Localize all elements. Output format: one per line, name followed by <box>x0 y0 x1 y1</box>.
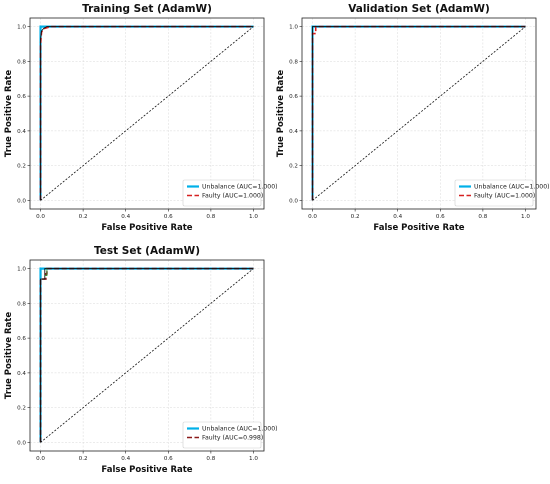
chance-diagonal <box>312 26 526 201</box>
chart-title: Training Set (AdamW) <box>82 3 212 15</box>
y-axis-label: True Positive Rate <box>4 70 14 157</box>
roc-curve-extra <box>40 268 254 443</box>
validation-roc-panel: Validation Set (AdamW) 0.0 0.2 0.4 0.6 0.8 1.0… <box>272 0 550 236</box>
x-tick-label: 0.8 <box>206 456 215 462</box>
plot-frame <box>301 17 537 210</box>
y-tick-label: 0.2 <box>17 406 26 412</box>
x-tick-label: 1.0 <box>521 214 530 220</box>
legend-label: Faulty (AUC=1.000) <box>202 193 263 200</box>
y-tick-label: 0.6 <box>289 94 298 100</box>
y-tick-label: 0.4 <box>17 129 26 135</box>
x-tick-label: 0.2 <box>79 214 88 220</box>
legend-box <box>454 179 534 207</box>
x-tick-label: 0.0 <box>36 214 45 220</box>
x-tick-label: 0.4 <box>393 214 402 220</box>
x-tick-label: 1.0 <box>249 214 258 220</box>
x-tick-label: 0.6 <box>164 214 173 220</box>
y-tick-label: 1.0 <box>17 267 26 273</box>
y-tick-label: 0.4 <box>289 129 298 135</box>
chart-title: Test Set (AdamW) <box>94 245 200 257</box>
y-tick-label: 0.2 <box>17 164 26 170</box>
y-tick-label: 0.8 <box>17 59 26 65</box>
x-tick-label: 1.0 <box>249 456 258 462</box>
legend-label: Unbalance (AUC=1.000) <box>202 184 278 191</box>
x-axis-label: False Positive Rate <box>101 223 192 233</box>
y-tick-label: 0.6 <box>17 336 26 342</box>
x-tick-label: 0.0 <box>308 214 317 220</box>
legend: Unbalance (AUC=1.000) Faulty (AUC=1.000) <box>182 179 278 207</box>
roc-chart: Training Set (AdamW) 0.0 0.2 0.4 0.6 0.8 1.0 0.… <box>4 3 278 233</box>
legend: Unbalance (AUC=1.000) Faulty (AUC=0.998) <box>182 421 278 449</box>
roc-chart: Test Set (AdamW) 0.0 0.2 0.4 0.6 0.8 1.0 0.0 0.2… <box>4 245 278 475</box>
chart-title: Validation Set (AdamW) <box>348 3 490 15</box>
chance-diagonal <box>40 26 254 201</box>
x-tick-label: 0.2 <box>351 214 360 220</box>
x-tick-label: 0.4 <box>121 214 130 220</box>
roc-curve-extra <box>40 26 254 201</box>
legend-label: Faulty (AUC=1.000) <box>474 193 535 200</box>
y-axis-label: True Positive Rate <box>276 70 286 157</box>
x-tick-label: 0.8 <box>478 214 487 220</box>
y-tick-label: 0.4 <box>17 371 26 377</box>
test-roc-panel: Test Set (AdamW) 0.0 0.2 0.4 0.6 0.8 1.0 0.0 0.2… <box>0 242 278 478</box>
plot-frame <box>29 17 265 210</box>
legend-label: Faulty (AUC=0.998) <box>202 435 263 442</box>
legend-box <box>182 421 262 449</box>
roc-curve-extra <box>312 26 526 201</box>
x-tick-label: 0.6 <box>164 456 173 462</box>
x-tick-label: 0.2 <box>79 456 88 462</box>
y-tick-label: 1.0 <box>289 25 298 31</box>
y-tick-label: 0.0 <box>289 198 298 204</box>
y-tick-label: 1.0 <box>17 25 26 31</box>
x-tick-label: 0.6 <box>436 214 445 220</box>
plot-frame <box>29 259 265 452</box>
legend-box <box>182 179 262 207</box>
y-tick-label: 0.8 <box>17 301 26 307</box>
legend-label: Unbalance (AUC=1.000) <box>474 184 550 191</box>
y-tick-label: 0.0 <box>17 440 26 446</box>
x-tick-label: 0.0 <box>36 456 45 462</box>
x-tick-label: 0.4 <box>121 456 130 462</box>
y-tick-label: 0.8 <box>289 59 298 65</box>
x-tick-label: 0.8 <box>206 214 215 220</box>
x-axis-label: False Positive Rate <box>373 223 464 233</box>
roc-chart: Validation Set (AdamW) 0.0 0.2 0.4 0.6 0.8 1.0… <box>276 3 550 233</box>
x-axis-label: False Positive Rate <box>101 465 192 475</box>
y-tick-label: 0.0 <box>17 198 26 204</box>
y-axis-label: True Positive Rate <box>4 312 14 399</box>
legend: Unbalance (AUC=1.000) Faulty (AUC=1.000) <box>454 179 550 207</box>
roc-curve-extra <box>44 268 48 276</box>
chance-diagonal <box>40 268 254 443</box>
y-tick-label: 0.6 <box>17 94 26 100</box>
y-tick-label: 0.2 <box>289 164 298 170</box>
legend-label: Unbalance (AUC=1.000) <box>202 426 278 433</box>
training-roc-panel: Training Set (AdamW) 0.0 0.2 0.4 0.6 0.8 1.0 0.… <box>0 0 278 236</box>
